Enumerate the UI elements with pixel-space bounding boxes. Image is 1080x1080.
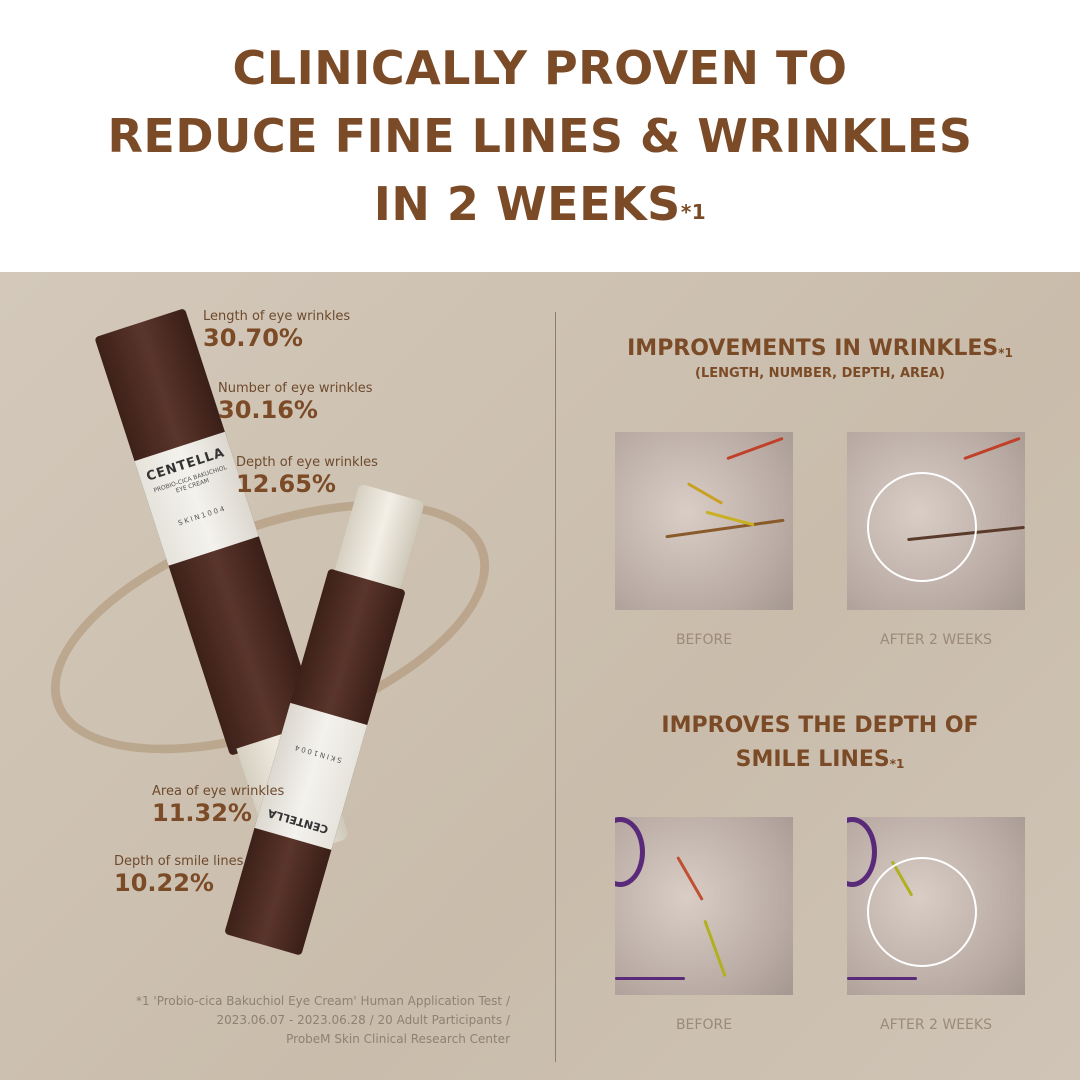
- stat-number: Number of eye wrinkles 30.16%: [218, 381, 373, 424]
- stat-length: Length of eye wrinkles 30.70%: [203, 309, 351, 352]
- after-caption: AFTER 2 WEEKS: [880, 1017, 992, 1033]
- divider: [555, 312, 556, 1062]
- content-panel: CENTELLA PROBIO-CICA BAKUCHIOL EYE CREAM…: [0, 272, 1080, 1080]
- stat-area: Area of eye wrinkles 11.32%: [152, 784, 285, 827]
- before-caption: BEFORE: [675, 632, 733, 648]
- after-caption: AFTER 2 WEEKS: [880, 632, 992, 648]
- header: CLINICALLY PROVEN TO REDUCE FINE LINES &…: [0, 0, 1080, 272]
- before-smile-lines-photo: [615, 817, 793, 995]
- before-caption: BEFORE: [675, 1017, 733, 1033]
- after-smile-lines-photo: [847, 817, 1025, 995]
- before-wrinkles-photo: [615, 432, 793, 610]
- footnote: *1 'Probio-cica Bakuchiol Eye Cream' Hum…: [135, 994, 510, 1046]
- after-wrinkles-photo: [847, 432, 1025, 610]
- section-smile-lines-title: IMPROVES THE DEPTH OF SMILE LINES*1: [661, 713, 979, 772]
- stat-depth: Depth of eye wrinkles 12.65%: [236, 455, 378, 498]
- headline: CLINICALLY PROVEN TO REDUCE FINE LINES &…: [107, 41, 973, 231]
- section-wrinkles-title: IMPROVEMENTS IN WRINKLES*1 (LENGTH, NUMB…: [627, 336, 1013, 381]
- stat-smile-lines: Depth of smile lines 10.22%: [114, 854, 244, 897]
